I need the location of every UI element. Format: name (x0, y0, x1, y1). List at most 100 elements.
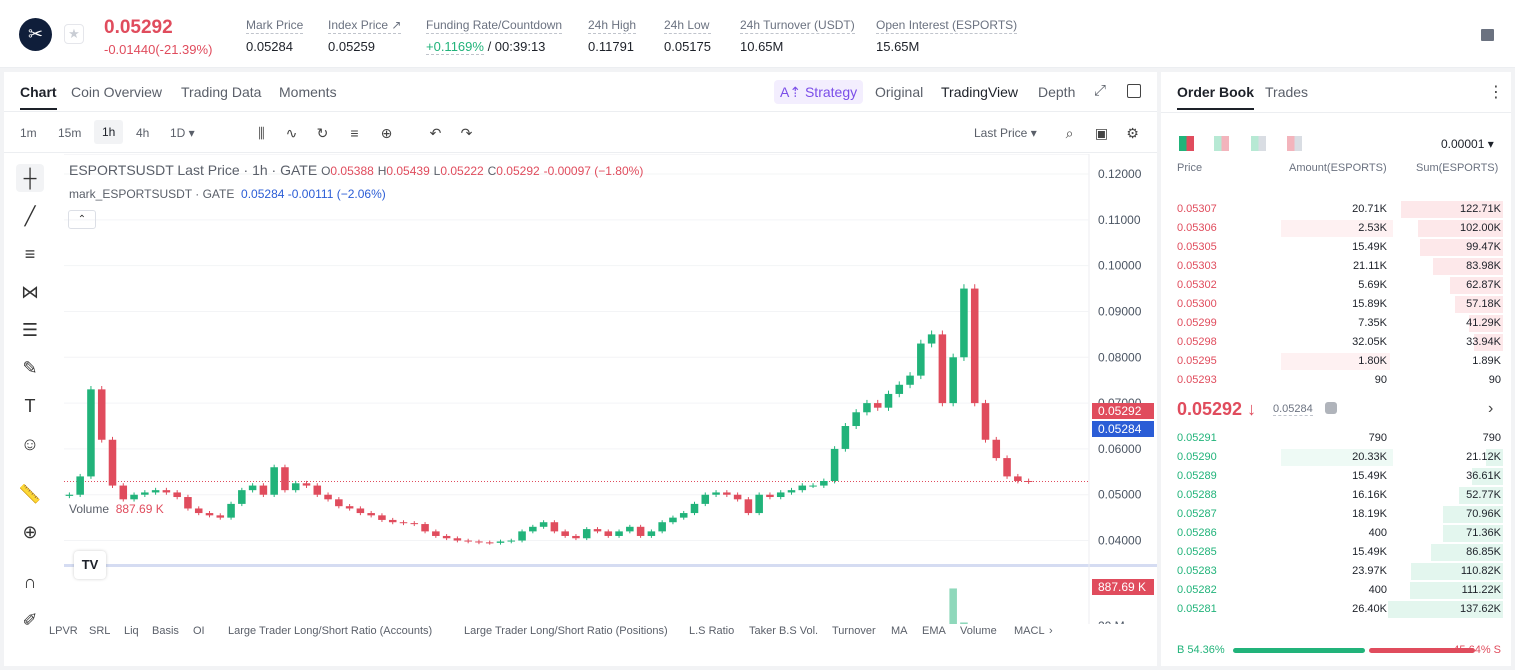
indicator-9[interactable]: Turnover (832, 625, 876, 637)
view-asks-icon[interactable] (1287, 136, 1302, 151)
search-icon[interactable]: ⌕ (1065, 125, 1074, 141)
text-tool-icon[interactable]: T (24, 396, 36, 416)
precision-select[interactable]: 0.00001 ▾ (1441, 137, 1494, 151)
row-sum: 102.00K (1460, 222, 1501, 234)
orderbook-row[interactable]: 0.05303 21.11K 83.98K (1161, 257, 1511, 276)
indicator-1[interactable]: SRL (89, 625, 111, 637)
indicator-13[interactable]: MACL (1014, 625, 1045, 637)
candle-body (626, 526, 634, 532)
view-original[interactable]: Original (875, 84, 924, 100)
orderbook-row[interactable]: 0.05302 5.69K 62.87K (1161, 276, 1511, 295)
tab-order-book[interactable]: Order Book (1177, 84, 1255, 110)
orderbook-row[interactable]: 0.05289 15.49K 36.61K (1161, 467, 1511, 486)
indicator-11[interactable]: EMA (922, 625, 946, 637)
zoom-in-icon[interactable]: ⊕ (22, 522, 38, 542)
candle-body (992, 439, 1001, 459)
view-tradingview[interactable]: TradingView (941, 84, 1019, 100)
indicator-3[interactable]: Basis (152, 625, 179, 637)
magnet-icon[interactable]: ∩ (23, 572, 37, 592)
price-type-select[interactable]: Last Price ▾ (974, 126, 1037, 140)
timeframe-1h[interactable]: 1h (94, 120, 124, 144)
candle-body (1014, 476, 1022, 481)
view-both-icon[interactable] (1179, 136, 1194, 151)
trend-line-icon[interactable]: ╱ (24, 206, 36, 226)
more-icon[interactable]: ⋮ (1488, 84, 1504, 101)
candle-body (798, 485, 807, 491)
tab-coin-overview[interactable]: Coin Overview (71, 84, 163, 100)
view-green-icon[interactable] (1251, 136, 1266, 151)
settings-gear-icon[interactable]: ⚙ (1126, 125, 1139, 141)
fullscreen-icon[interactable]: ⤢ (1094, 82, 1107, 99)
orderbook-row[interactable]: 0.05305 15.49K 99.47K (1161, 238, 1511, 257)
indicator-12[interactable]: Volume (960, 625, 997, 637)
orderbook-row[interactable]: 0.05290 20.33K 21.12K (1161, 448, 1511, 467)
tab-chart[interactable]: Chart (20, 84, 57, 110)
indicator-scroll-icon[interactable]: › (1049, 625, 1053, 637)
indicator-0[interactable]: LPVR (49, 625, 78, 637)
orderbook-row[interactable]: 0.05298 32.05K 33.94K (1161, 333, 1511, 352)
candle-body (97, 389, 106, 440)
timeframe-1d[interactable]: 1D ▾ (170, 126, 195, 140)
parallel-lines-icon[interactable]: ≡ (24, 244, 36, 264)
price-chart[interactable]: 0.120000.110000.100000.090000.080000.070… (4, 154, 1157, 624)
add-alert-icon[interactable]: ⊕ (380, 125, 393, 141)
tab-trades[interactable]: Trades (1265, 84, 1309, 100)
tab-trading-data[interactable]: Trading Data (181, 84, 262, 100)
crosshair-icon[interactable]: ┼ (16, 164, 44, 192)
stat-mark-price[interactable]: Mark Price 0.05284 (246, 18, 304, 54)
orderbook-row[interactable]: 0.05281 26.40K 137.62K (1161, 600, 1511, 619)
tab-moments[interactable]: Moments (279, 84, 337, 100)
orderbook-row[interactable]: 0.05306 2.53K 102.00K (1161, 219, 1511, 238)
pencil-lock-icon[interactable]: ✐ (22, 610, 38, 630)
orderbook-row[interactable]: 0.05293 90 90 (1161, 371, 1511, 390)
candle-type-icon[interactable]: ⫼ (258, 125, 265, 141)
candle-body (378, 515, 386, 520)
emoji-icon[interactable]: ☺ (20, 434, 40, 454)
timeframe-4h[interactable]: 4h (136, 126, 150, 140)
orderbook-row[interactable]: 0.05299 7.35K 41.29K (1161, 314, 1511, 333)
pattern-icon[interactable]: ⋈ (21, 282, 39, 302)
orderbook-row[interactable]: 0.05288 16.16K 52.77K (1161, 486, 1511, 505)
orderbook-row[interactable]: 0.05291 790 790 (1161, 429, 1511, 448)
book-icon[interactable] (1481, 29, 1494, 41)
stat-index-price[interactable]: Index Price ↗ 0.05259 (328, 18, 402, 54)
orderbook-row[interactable]: 0.05286 400 71.36K (1161, 524, 1511, 543)
brush-icon[interactable]: ✎ (22, 358, 38, 378)
redo-icon[interactable]: ↷ (460, 125, 473, 141)
view-bids-icon[interactable] (1214, 136, 1229, 151)
stat-funding-rate[interactable]: Funding Rate/Countdown +0.1169% / 00:39:… (426, 18, 563, 55)
timeframe-15m[interactable]: 15m (58, 126, 82, 140)
undo-icon[interactable]: ↶ (429, 125, 442, 141)
orderbook-row[interactable]: 0.05307 20.71K 122.71K (1161, 200, 1511, 219)
orderbook-row[interactable]: 0.05283 23.97K 110.82K (1161, 562, 1511, 581)
timeframe-1m[interactable]: 1m (20, 126, 37, 140)
candle-body (949, 357, 957, 404)
indicator-10[interactable]: MA (891, 625, 908, 637)
indicator-4[interactable]: OI (193, 625, 205, 637)
orderbook-row[interactable]: 0.05295 1.80K 1.89K (1161, 352, 1511, 371)
view-depth[interactable]: Depth (1038, 84, 1076, 100)
candle-body (356, 508, 365, 514)
indicators-icon[interactable]: ∿ (285, 125, 298, 141)
strategy-button[interactable]: A⇡ Strategy (774, 80, 864, 104)
fib-icon[interactable]: ☰ (21, 320, 39, 340)
ruler-icon[interactable]: 📏 (18, 484, 42, 504)
replay-icon[interactable]: ↻ (316, 125, 329, 141)
favorite-star-icon[interactable]: ★ (64, 24, 84, 44)
window-icon[interactable] (1127, 84, 1141, 98)
orderbook-row[interactable]: 0.05300 15.89K 57.18K (1161, 295, 1511, 314)
indicator-7[interactable]: L.S Ratio (689, 625, 735, 637)
row-price: 0.05302 (1177, 279, 1217, 291)
row-amount: 26.40K (1352, 603, 1387, 615)
indicator-6[interactable]: Large Trader Long/Short Ratio (Positions… (464, 625, 668, 637)
indicator-8[interactable]: Taker B.S Vol. (749, 625, 819, 637)
chevron-right-icon[interactable]: › (1488, 400, 1494, 417)
templates-icon[interactable]: ≡ (350, 125, 359, 141)
orderbook-row[interactable]: 0.05285 15.49K 86.85K (1161, 543, 1511, 562)
orderbook-row[interactable]: 0.05287 18.19K 70.96K (1161, 505, 1511, 524)
orderbook-row[interactable]: 0.05282 400 111.22K (1161, 581, 1511, 600)
indicator-5[interactable]: Large Trader Long/Short Ratio (Accounts) (228, 625, 433, 637)
collapse-legend-button[interactable]: ⌃ (68, 210, 96, 229)
indicator-2[interactable]: Liq (124, 625, 139, 637)
camera-icon[interactable]: ▣ (1094, 125, 1109, 141)
